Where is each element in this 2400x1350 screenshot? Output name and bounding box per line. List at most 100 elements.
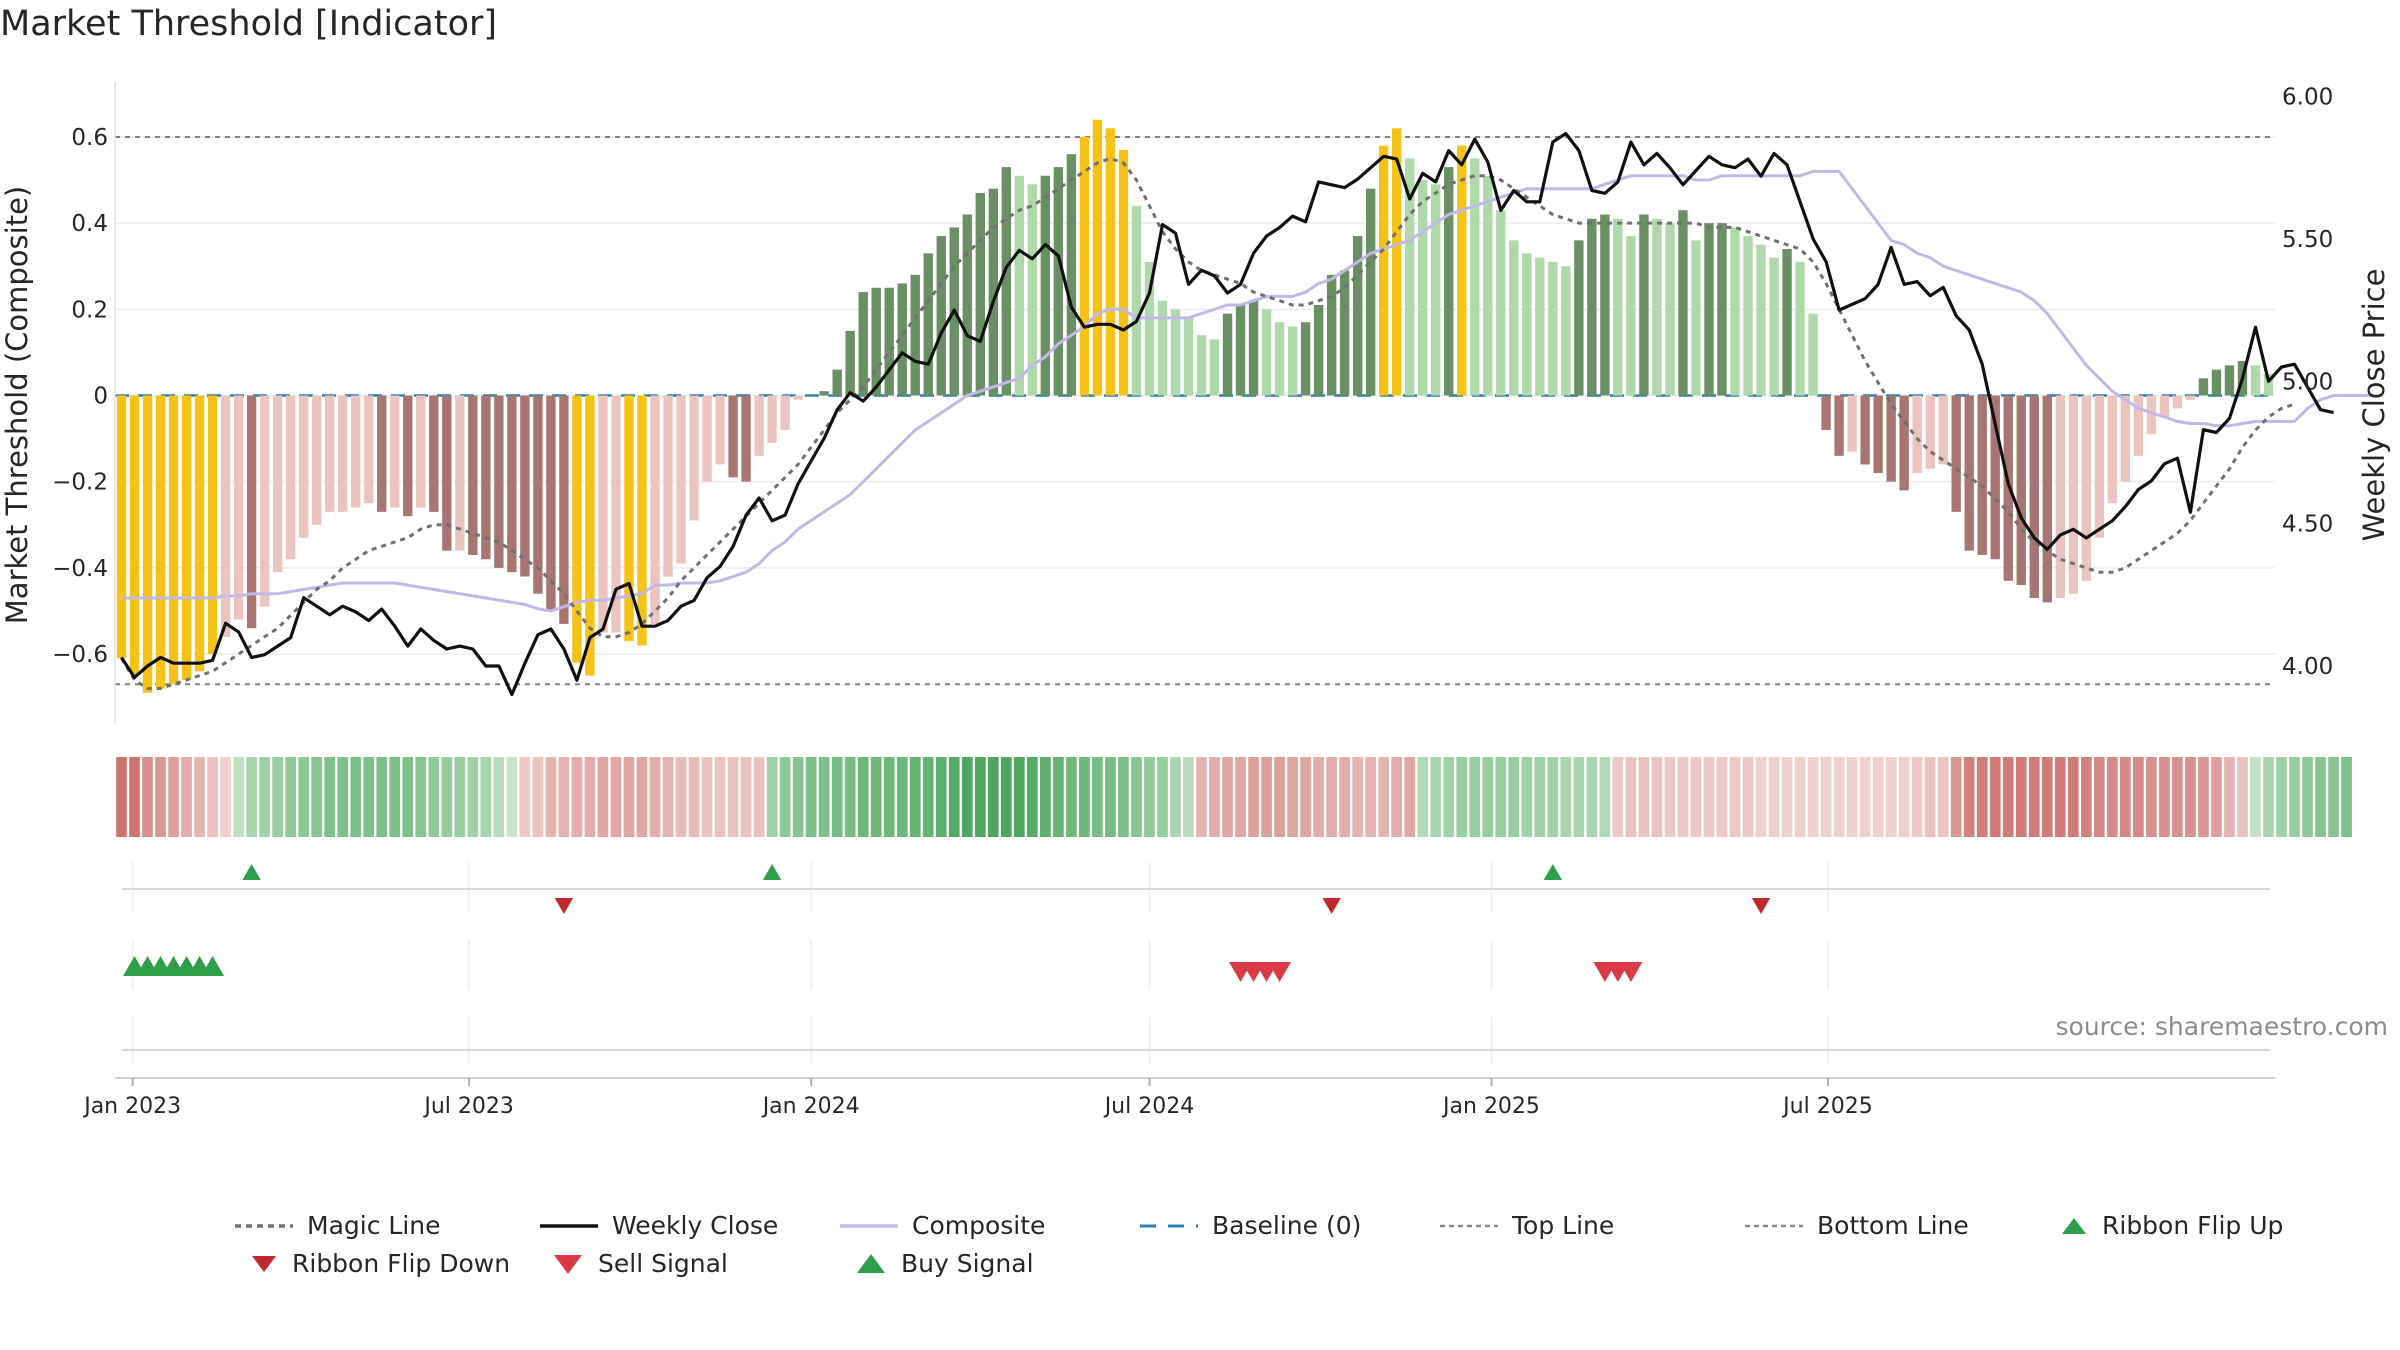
ribbon-cell (2172, 757, 2183, 837)
ribbon-cell (1729, 757, 1741, 837)
ribbon-cell (805, 757, 817, 837)
composite-bar (155, 395, 166, 689)
ribbon-cell (2263, 757, 2274, 837)
composite-bar (1261, 309, 1272, 396)
ribbon-cell (1014, 757, 1025, 837)
composite-bar (1691, 240, 1701, 396)
ribbon-cell (2224, 757, 2235, 837)
ribbon-cell (1846, 757, 1858, 837)
composite-bar (2263, 373, 2274, 396)
composite-bar (1496, 210, 1506, 396)
composite-bar (962, 214, 972, 396)
composite-bar (2068, 395, 2078, 594)
composite-bar (754, 395, 764, 456)
composite-bar (598, 395, 608, 633)
composite-bar (1378, 145, 1389, 396)
composite-bar (429, 395, 439, 512)
weekly-close-line (120, 131, 2334, 697)
ribbon-cell (1833, 757, 1845, 837)
composite-bar (1678, 210, 1688, 396)
ribbon-cell (1937, 757, 1949, 837)
ribbon-cell (1911, 757, 1923, 837)
composite-bar (494, 395, 504, 568)
ribbon-cell (1456, 757, 1468, 837)
composite-bar (1990, 395, 2000, 560)
composite-bar (1964, 395, 1974, 551)
legend-label: Baseline (0) (1212, 1211, 1362, 1240)
x-axis: Jan 2023 Jul 2023 Jan 2024 Jul 2024 Jan 2025… (82, 1077, 2275, 1119)
composite-bar (168, 395, 179, 685)
ribbon-cell (545, 757, 557, 837)
composite-bar (650, 395, 660, 624)
composite-bars (116, 119, 2274, 693)
legend-swatch-icon (2060, 1215, 2102, 1237)
source-note: source: sharemaestro.com (2055, 1012, 2389, 1041)
composite-bar (715, 395, 725, 465)
composite-bar (676, 395, 686, 564)
ribbon-flip-up-marker (1543, 864, 1563, 880)
ribbon-cell (2120, 757, 2131, 837)
ribbon-cell (1872, 757, 1884, 837)
ribbon-cell (1495, 757, 1507, 837)
ribbon-cell (896, 757, 908, 837)
legend-item-baseline: Baseline (0) (1140, 1211, 1361, 1240)
composite-bar (468, 395, 478, 555)
composite-bar (1352, 236, 1363, 396)
ribbon-cell (2080, 757, 2092, 837)
ribbon-cell (532, 757, 544, 837)
legend-swatch-icon (855, 1252, 901, 1276)
composite-bar (936, 236, 946, 396)
ribbon-cell (1287, 757, 1298, 837)
buy-signal-marker (201, 956, 225, 976)
composite-bar (2198, 378, 2209, 396)
composite-bar (2172, 395, 2183, 409)
ribbon-cell (1053, 757, 1064, 837)
composite-bar (207, 395, 218, 655)
ribbon-cell (1079, 757, 1090, 837)
signal-rows (122, 864, 2270, 1051)
ribbon-cell (1027, 757, 1038, 837)
ribbon-cell (1651, 757, 1663, 837)
right-tick-label: 6.00 (2282, 84, 2333, 110)
composite-bar (1665, 223, 1675, 396)
legend-label: Magic Line (307, 1211, 441, 1240)
ribbon-cell (1105, 757, 1116, 837)
composite-bar (1418, 180, 1428, 396)
ribbon-cell (1040, 757, 1051, 837)
composite-bar (1795, 261, 1805, 396)
composite-bar (298, 395, 309, 538)
ribbon-cell (1378, 757, 1390, 837)
composite-bar (233, 395, 244, 620)
ribbon-cell (1404, 757, 1416, 837)
composite-bar (129, 395, 140, 676)
composite-bar (1808, 313, 1818, 396)
ribbon-cell (519, 757, 531, 837)
ribbon-cell (1313, 757, 1324, 837)
ribbon-cell (844, 757, 856, 837)
composite-bar (1248, 300, 1259, 396)
composite-bar (1287, 326, 1298, 396)
composite-bar (377, 395, 387, 512)
composite-bar (1847, 395, 1857, 452)
ribbon-cell (181, 757, 192, 837)
x-tick-label: Jul 2024 (1103, 1094, 1195, 1119)
ribbon-cell (1196, 757, 1207, 837)
legend-item-flip-down: Ribbon Flip Down (250, 1249, 510, 1278)
ribbon-cell (2328, 757, 2339, 837)
composite-bar (2211, 369, 2222, 396)
legend-item-composite: Composite (840, 1211, 1045, 1240)
ribbon-cell (857, 757, 869, 837)
ribbon-flip-down-marker (554, 898, 574, 914)
ribbon-cell (1144, 757, 1155, 837)
composite-bar (1730, 227, 1740, 396)
composite-bar (364, 395, 374, 504)
composite-bar (1613, 218, 1623, 396)
ribbon-cell (1638, 757, 1650, 837)
composite-bar (272, 395, 283, 573)
left-tick-label: 0.2 (71, 297, 108, 323)
ribbon-cell (1326, 757, 1337, 837)
composite-bar (403, 395, 413, 517)
legend-label: Bottom Line (1817, 1211, 1969, 1240)
ribbon-cell (376, 757, 388, 837)
